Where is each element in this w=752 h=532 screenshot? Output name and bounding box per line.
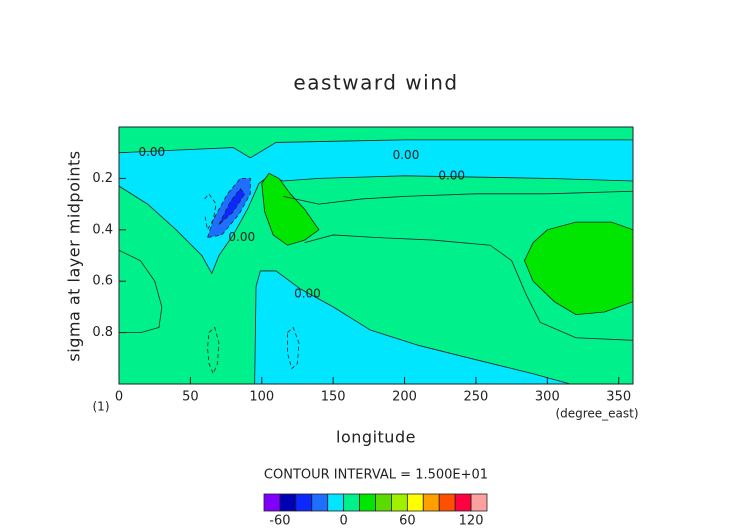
colorbar-tick-label: -60 — [269, 514, 290, 529]
plot-frame — [118, 126, 634, 385]
contour-line — [283, 190, 633, 205]
contour-line — [304, 234, 633, 341]
contour-line — [119, 249, 163, 333]
x-tick-label: 300 — [535, 390, 560, 405]
colorbar-box — [311, 493, 329, 512]
contour-label: 0.00 — [393, 148, 420, 162]
x-tick-label: 250 — [464, 390, 489, 405]
colorbar-tick-label: 120 — [459, 514, 484, 529]
colorbar-box — [263, 493, 281, 512]
colorbar-box — [343, 493, 360, 512]
colorbar-box — [391, 493, 408, 512]
colorbar-box — [375, 493, 392, 512]
contour-region — [119, 139, 633, 275]
y-tick-label: 0.4 — [92, 222, 113, 237]
colorbar-tick-label: 60 — [399, 514, 416, 529]
contour-line — [207, 326, 220, 375]
plot-area: 0.00 0.00 0.00 0.00 0.00 — [119, 139, 633, 384]
y-tick-label: 0.2 — [92, 171, 113, 186]
contour-label: 0.00 — [438, 168, 465, 182]
colorbar-box — [279, 493, 297, 512]
contour-label: 0.00 — [294, 287, 321, 301]
x-tick-label: 200 — [392, 390, 417, 405]
colorbar-box — [454, 493, 472, 512]
y-tick-label: 0.8 — [92, 325, 113, 340]
contour-region — [524, 221, 633, 316]
x-tick-label: 0 — [115, 390, 123, 405]
x-tick-label: 150 — [321, 390, 346, 405]
x-axis-label: longitude — [336, 428, 416, 447]
colorbar-box — [438, 493, 456, 512]
contour-line — [287, 326, 300, 370]
colorbar-box — [359, 493, 376, 512]
x-tick-label: 50 — [182, 390, 199, 405]
y-tick-label: 0.6 — [92, 274, 113, 289]
colorbar-box — [470, 493, 488, 512]
colorbar-box — [406, 493, 424, 512]
contour-region — [261, 172, 320, 246]
x-tick-label: 100 — [249, 390, 274, 405]
colorbar-box — [295, 493, 313, 512]
contour-label: 0.00 — [228, 230, 255, 244]
x-unit: (degree_east) — [555, 407, 638, 421]
contour-line — [204, 193, 217, 231]
contour-region — [254, 270, 571, 384]
colorbar-tick-label: 0 — [340, 514, 348, 529]
colorbar-box — [327, 493, 345, 512]
x-tick-label: 350 — [606, 390, 631, 405]
contour-interval: CONTOUR INTERVAL = 1.500E+01 — [264, 468, 488, 483]
contour-region — [218, 188, 246, 225]
contour-label: 0.00 — [138, 145, 165, 159]
colorbar-box — [422, 493, 440, 512]
y-unit: (1) — [93, 400, 110, 414]
chart-title: eastward wind — [293, 71, 458, 95]
y-axis-label: sigma at layer midpoints — [65, 150, 84, 361]
